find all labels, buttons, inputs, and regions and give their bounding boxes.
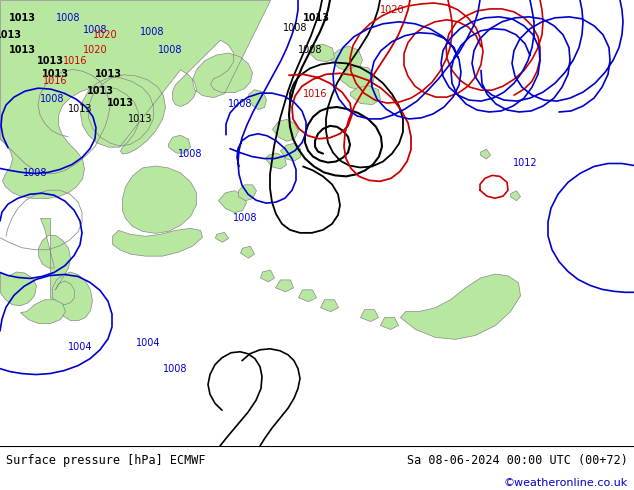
Text: 1016: 1016 [63,56,87,67]
Text: 1020: 1020 [93,30,117,40]
Text: 1013: 1013 [8,13,36,23]
Text: 1013: 1013 [127,114,152,124]
Text: 1008: 1008 [139,27,164,37]
Text: 1013: 1013 [8,45,36,54]
Text: 1008: 1008 [233,213,257,223]
Text: 1008: 1008 [158,45,182,54]
Text: 1020: 1020 [82,45,107,54]
Text: 1016: 1016 [42,76,67,86]
Text: ©weatheronline.co.uk: ©weatheronline.co.uk [503,478,628,489]
Text: 1004: 1004 [68,342,93,352]
Text: 1012: 1012 [513,158,537,169]
Text: 1016: 1016 [303,89,327,99]
Text: 1008: 1008 [56,13,81,23]
Text: 1008: 1008 [178,148,202,159]
Text: 1008: 1008 [40,94,64,104]
Text: 1008: 1008 [298,45,322,54]
Text: 1013: 1013 [0,30,22,40]
Text: 1004: 1004 [136,338,160,348]
Text: 1013: 1013 [302,13,330,23]
Text: 1013: 1013 [37,56,63,67]
Text: 1020: 1020 [380,5,404,15]
Text: 1008: 1008 [23,169,48,178]
Text: 1013: 1013 [94,69,122,79]
Text: 1008: 1008 [83,24,107,35]
Text: 1008: 1008 [228,99,252,109]
Text: Surface pressure [hPa] ECMWF: Surface pressure [hPa] ECMWF [6,454,206,466]
Text: 1013: 1013 [68,104,93,114]
Text: 1013: 1013 [86,86,113,96]
Text: 1008: 1008 [163,364,187,373]
Text: 1008: 1008 [283,23,307,33]
Text: 1013: 1013 [41,69,68,79]
Text: 1013: 1013 [107,98,134,108]
Text: Sa 08-06-2024 00:00 UTC (00+72): Sa 08-06-2024 00:00 UTC (00+72) [407,454,628,466]
